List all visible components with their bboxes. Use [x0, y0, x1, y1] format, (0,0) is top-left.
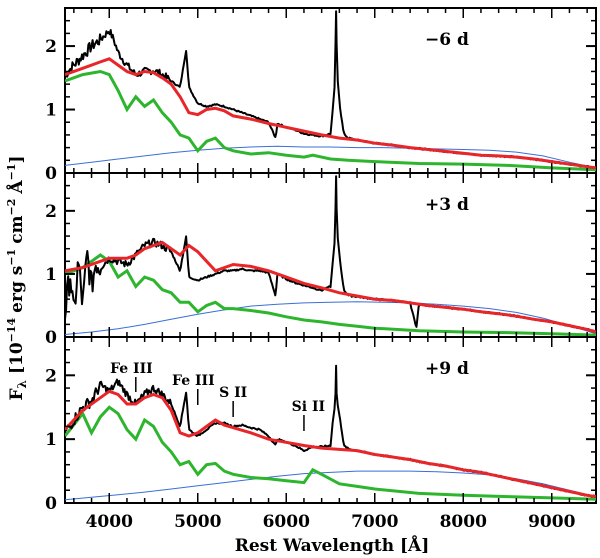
x-tick-label: 5000	[174, 512, 221, 532]
sn-model-line	[65, 69, 596, 172]
y-title-close: ]	[7, 155, 27, 163]
y-title-cm: cm	[7, 215, 27, 243]
y-title-lambda: λ	[15, 380, 29, 388]
epoch-label: −6 d	[425, 30, 469, 50]
svg-text:Fλ[10−14erg s−1cm−2Å−1]: Fλ[10−14erg s−1cm−2Å−1]	[5, 155, 29, 400]
y-tick-label: 2	[45, 37, 57, 57]
line-id-label: Fe III	[172, 373, 215, 389]
y-tick-label: 1	[45, 265, 57, 285]
x-axis: 4000 5000 6000 7000 8000 9000	[86, 512, 576, 532]
sn-model-line	[65, 405, 596, 501]
observed-spectrum-line	[65, 175, 596, 333]
x-tick-label: 4000	[86, 512, 133, 532]
series-group	[65, 175, 596, 337]
y-tick-label: 2	[45, 202, 57, 222]
y-title-exp2: −1	[5, 249, 18, 266]
series-group	[65, 10, 596, 172]
epoch-label: +3 d	[425, 195, 469, 215]
observed-spectrum-line	[65, 364, 596, 498]
total-model-line	[65, 240, 596, 334]
observed-spectrum-line	[65, 10, 596, 170]
y-title-bracket: [10	[7, 342, 27, 374]
panel-1: 0 1 2 −6 d	[45, 7, 597, 184]
epoch-label: +9 d	[425, 359, 469, 379]
line-id-label: Fe III	[110, 361, 153, 377]
y-title-erg: erg s	[7, 266, 27, 313]
x-axis-title: Rest Wavelength [Å]	[235, 534, 430, 556]
y-axis-title: Fλ[10−14erg s−1cm−2Å−1]	[5, 155, 29, 400]
line-id-label: S II	[219, 385, 247, 401]
total-model-line	[65, 57, 596, 170]
total-model-line	[65, 389, 596, 499]
y-tick-label: 1	[45, 101, 57, 121]
y-tick-label: 0	[45, 328, 57, 348]
y-title-f: F	[7, 388, 27, 400]
x-tick-label: 8000	[440, 512, 487, 532]
y-tick-label: 0	[45, 164, 57, 184]
y-title-exp4: −1	[5, 163, 18, 180]
sn-model-line	[65, 253, 596, 337]
y-title-exp3: −2	[5, 199, 18, 216]
x-tick-label: 7000	[351, 512, 398, 532]
panel-frame	[64, 336, 597, 504]
panel-frame	[64, 7, 597, 174]
continuum-line	[65, 145, 596, 169]
y-tick-label: 1	[45, 430, 57, 450]
line-id-label: Si II	[292, 399, 325, 415]
panel-2: 0 1 2 +3 d	[45, 172, 597, 348]
continuum-line	[65, 301, 596, 335]
y-tick-label: 2	[45, 366, 57, 386]
x-tick-label: 9000	[528, 512, 575, 532]
series-group	[65, 364, 596, 501]
y-title-angstrom: Å	[5, 180, 27, 195]
x-tick-label: 6000	[263, 512, 310, 532]
y-title-exp1: −14	[5, 317, 18, 342]
y-tick-label: 0	[45, 494, 57, 514]
